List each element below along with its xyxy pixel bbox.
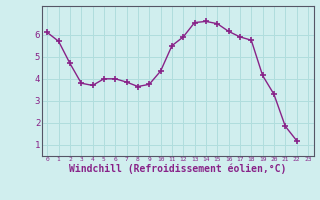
X-axis label: Windchill (Refroidissement éolien,°C): Windchill (Refroidissement éolien,°C) <box>69 164 286 174</box>
